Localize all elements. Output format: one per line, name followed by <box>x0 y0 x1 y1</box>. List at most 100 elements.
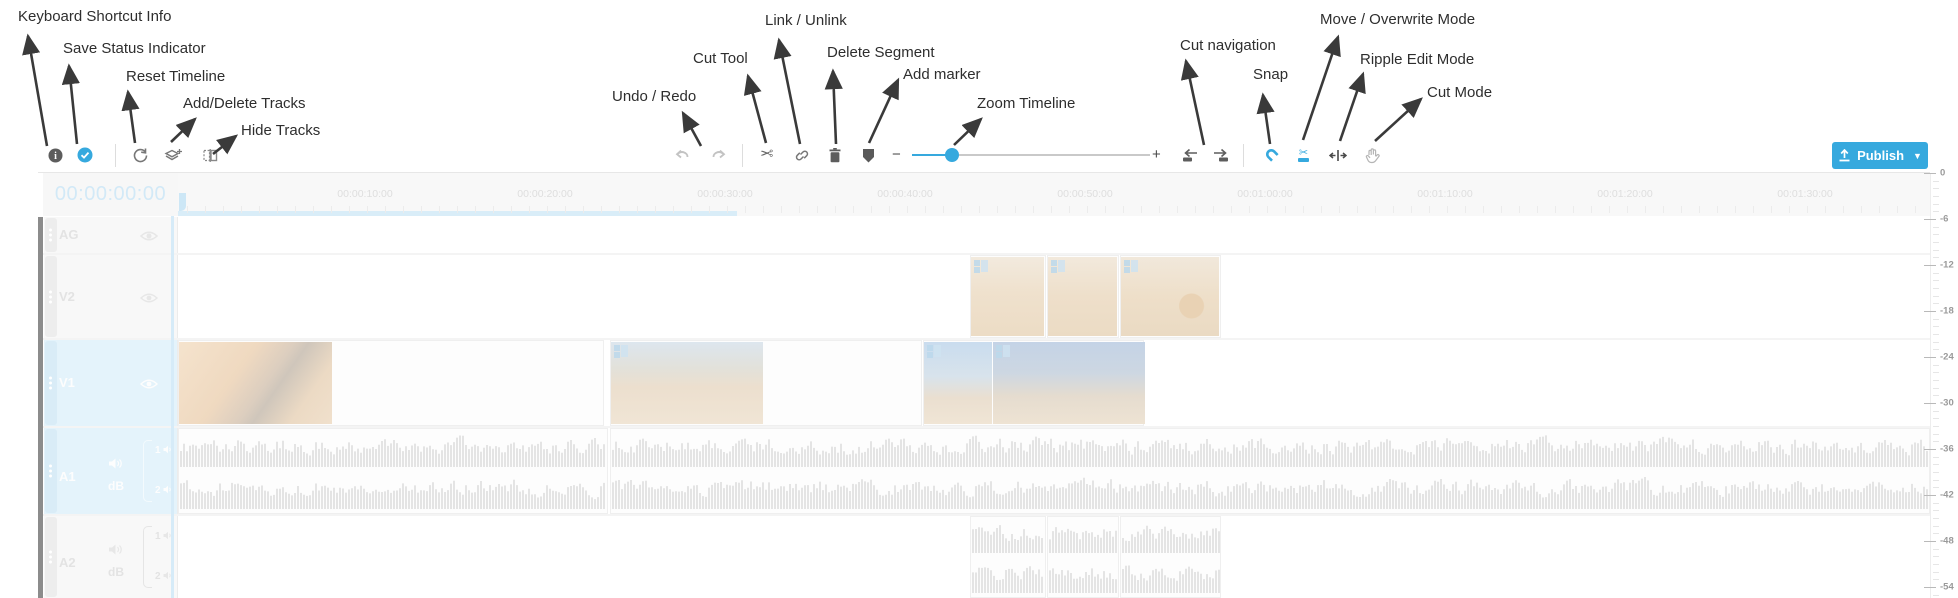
timeline-clip[interactable] <box>1120 516 1221 598</box>
toolbar-divider <box>742 144 743 167</box>
track-header-v1[interactable]: V1 <box>44 340 178 426</box>
audio-waveform-ch1 <box>180 435 605 467</box>
hide-tracks-icon[interactable] <box>198 143 222 167</box>
timeline-clip[interactable] <box>1047 255 1119 338</box>
ruler-tick <box>241 206 242 213</box>
meter-value: -24 <box>1940 351 1954 363</box>
track-drag-handle[interactable] <box>45 517 57 597</box>
redo-icon[interactable] <box>706 143 730 167</box>
audio-waveform-ch1 <box>1122 525 1220 553</box>
add-delete-tracks-icon[interactable] <box>161 143 185 167</box>
meter-minor-tick <box>1933 387 1939 389</box>
track-drag-handle[interactable] <box>45 218 57 252</box>
add-marker-icon[interactable] <box>856 143 880 167</box>
meter-minor-tick <box>1933 280 1939 282</box>
annotation-zoom-timeline: Zoom Timeline <box>977 95 1076 112</box>
cut-tool-icon[interactable]: ✂ <box>760 146 774 163</box>
track-name: V1 <box>59 375 75 390</box>
ruler-tick <box>1591 206 1592 213</box>
track-header-a1[interactable]: A1 dB 1 2 <box>44 428 178 514</box>
ruler-tick <box>799 206 800 213</box>
ruler-tick <box>979 206 980 213</box>
hand-tool-icon[interactable] <box>1360 143 1384 167</box>
meter-minor-tick <box>1933 211 1939 213</box>
track-drag-handle[interactable] <box>45 429 57 513</box>
track-header-a2[interactable]: A2 dB 1 2 <box>44 516 178 598</box>
timeline-clip[interactable] <box>610 428 1930 514</box>
timeline-clip[interactable] <box>178 340 604 426</box>
meter-minor-tick <box>1933 288 1939 289</box>
meter-minor-tick <box>1933 326 1939 328</box>
channel-label-2: 2 <box>155 571 174 582</box>
zoom-out-button[interactable]: − <box>892 146 901 163</box>
ruler-tick <box>259 206 260 213</box>
clip-thumbnail-desert <box>611 342 763 424</box>
track-mute-icon[interactable] <box>108 457 123 475</box>
zoom-slider-knob[interactable] <box>945 148 959 162</box>
timeline-clip[interactable] <box>610 340 922 426</box>
track-mute-icon[interactable] <box>108 543 123 561</box>
ruler-tick <box>1339 206 1340 213</box>
timeline-clip[interactable] <box>1120 255 1221 338</box>
ruler-tick <box>1429 206 1430 213</box>
track-drag-handle[interactable] <box>45 341 57 425</box>
ruler-tick <box>1033 206 1034 213</box>
timeline-ruler[interactable]: 00:00:10:00 00:00:20:00 00:00:30:00 00:00:4… <box>178 173 1930 216</box>
zoom-slider-track[interactable] <box>912 154 1150 156</box>
meter-minor-tick <box>1933 334 1939 335</box>
track-header-v2[interactable]: V2 <box>44 255 178 338</box>
ruler-tick <box>1879 206 1880 213</box>
ruler-tick <box>1501 206 1502 213</box>
move-overwrite-icon[interactable] <box>1326 143 1350 167</box>
ruler-tick <box>331 206 332 213</box>
svg-text:✂: ✂ <box>1298 147 1307 159</box>
meter-minor-tick <box>1933 594 1939 596</box>
snap-magnet-icon[interactable] <box>1260 143 1284 167</box>
ruler-tick <box>997 206 998 213</box>
clip-thumbnail-dog2 <box>1048 257 1117 336</box>
row-separator <box>43 426 1930 428</box>
meter-minor-tick <box>1933 257 1939 259</box>
timeline-clip[interactable] <box>923 340 1145 426</box>
ruler-tick <box>1915 206 1916 213</box>
meter-minor-tick <box>1933 464 1939 466</box>
ruler-tick <box>529 206 530 213</box>
publish-button[interactable]: Publish ▼ <box>1832 142 1928 169</box>
ruler-tick <box>1069 206 1070 213</box>
toolbar-divider <box>115 144 116 167</box>
delete-segment-icon[interactable] <box>823 143 847 167</box>
timeline-clip[interactable] <box>1047 516 1119 598</box>
drag-dots-icon <box>49 463 52 480</box>
track-name: V2 <box>59 288 75 304</box>
unlink-icon[interactable] <box>790 143 814 167</box>
annotation-undo-redo: Undo / Redo <box>612 88 697 105</box>
meter-minor-tick <box>1933 441 1939 443</box>
reset-timeline-icon[interactable] <box>128 143 152 167</box>
toolbar-divider <box>1243 144 1244 167</box>
timeline-clip[interactable] <box>178 428 608 514</box>
track-visibility-eye-icon[interactable] <box>139 291 159 309</box>
track-header-ag[interactable]: AG <box>44 217 178 253</box>
ruler-tick <box>187 206 188 213</box>
publish-caret-icon[interactable]: ▼ <box>1913 150 1922 161</box>
track-drag-handle[interactable] <box>45 256 57 337</box>
track-visibility-eye-icon[interactable] <box>139 229 159 247</box>
ruler-range-bar <box>178 211 737 216</box>
zoom-in-button[interactable]: + <box>1152 146 1161 163</box>
drag-dots-icon <box>49 227 52 244</box>
playhead-handle[interactable] <box>179 193 186 211</box>
save-status-icon <box>73 143 97 167</box>
track-visibility-eye-icon[interactable] <box>139 377 159 395</box>
timeline-clip[interactable] <box>970 516 1046 598</box>
meter-minor-tick <box>1933 341 1939 343</box>
next-cut-icon[interactable] <box>1208 143 1232 167</box>
track-name: A1 <box>59 469 76 484</box>
previous-cut-icon[interactable] <box>1178 143 1202 167</box>
undo-icon[interactable] <box>670 143 694 167</box>
ruler-tick <box>565 206 566 213</box>
razor-cut-mode-icon[interactable]: ✂ <box>1291 143 1315 167</box>
keyboard-shortcut-info-icon[interactable]: i <box>43 143 67 167</box>
ruler-tick <box>1735 206 1736 213</box>
timeline-clip[interactable] <box>970 255 1046 338</box>
